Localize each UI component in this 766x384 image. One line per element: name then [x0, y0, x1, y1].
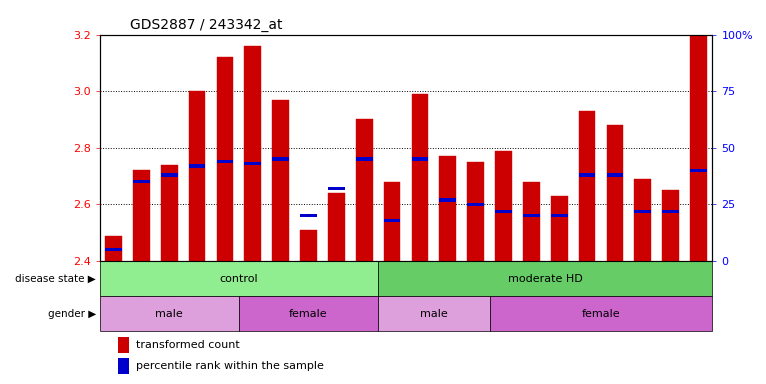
Bar	[467, 162, 484, 261]
Bar	[634, 210, 651, 213]
Bar	[118, 358, 129, 374]
Bar	[663, 210, 679, 213]
Bar	[378, 261, 712, 296]
Bar	[523, 214, 540, 217]
Bar	[440, 156, 456, 261]
Bar	[100, 296, 239, 331]
Bar	[118, 337, 129, 353]
Bar	[378, 296, 489, 331]
Bar	[300, 214, 317, 217]
Bar	[663, 190, 679, 261]
Bar	[188, 91, 205, 261]
Bar	[467, 203, 484, 206]
Bar	[328, 187, 345, 190]
Bar	[523, 182, 540, 261]
Text: male: male	[155, 308, 183, 318]
Bar	[217, 160, 234, 163]
Bar	[551, 196, 568, 261]
Bar	[161, 173, 178, 177]
Bar	[133, 170, 149, 261]
Bar	[607, 173, 624, 177]
Bar	[356, 119, 372, 261]
Bar	[411, 157, 428, 161]
Bar	[384, 182, 401, 261]
Bar	[239, 296, 378, 331]
Bar	[356, 157, 372, 161]
Bar	[161, 165, 178, 261]
Bar	[489, 296, 712, 331]
Bar	[272, 100, 289, 261]
Bar	[272, 157, 289, 161]
Bar	[133, 180, 149, 184]
Bar	[690, 35, 707, 261]
Bar	[244, 46, 261, 261]
Text: female: female	[581, 308, 620, 318]
Text: control: control	[220, 273, 258, 283]
Bar	[105, 235, 122, 261]
Bar	[607, 125, 624, 261]
Bar	[384, 218, 401, 222]
Bar	[495, 151, 512, 261]
Bar	[551, 214, 568, 217]
Bar	[440, 198, 456, 202]
Bar	[105, 248, 122, 252]
Text: transformed count: transformed count	[136, 339, 240, 349]
Text: percentile rank within the sample: percentile rank within the sample	[136, 361, 324, 371]
Bar	[495, 210, 512, 213]
Bar	[100, 261, 378, 296]
Text: male: male	[420, 308, 447, 318]
Bar	[244, 162, 261, 166]
Text: gender ▶: gender ▶	[47, 308, 96, 318]
Bar	[217, 57, 234, 261]
Text: disease state ▶: disease state ▶	[15, 273, 96, 283]
Bar	[328, 193, 345, 261]
Bar	[690, 169, 707, 172]
Bar	[300, 230, 317, 261]
Text: female: female	[290, 308, 328, 318]
Text: moderate HD: moderate HD	[508, 273, 583, 283]
Bar	[634, 179, 651, 261]
Bar	[188, 164, 205, 167]
Text: GDS2887 / 243342_at: GDS2887 / 243342_at	[130, 18, 283, 32]
Bar	[578, 111, 595, 261]
Bar	[411, 94, 428, 261]
Bar	[578, 173, 595, 177]
